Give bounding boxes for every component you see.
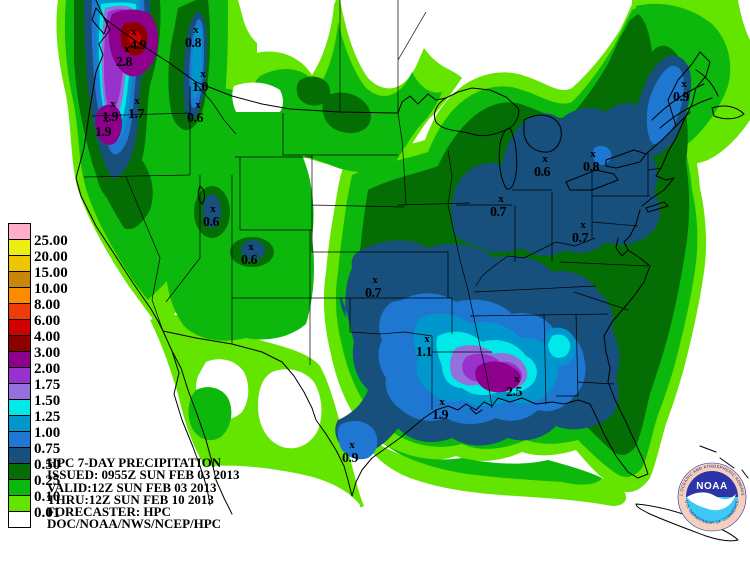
legend-entry: 0.01 xyxy=(8,495,60,521)
legend-entry: 4.00 xyxy=(8,319,60,345)
legend-entry: 2.00 xyxy=(8,351,60,377)
legend-swatch xyxy=(8,367,31,384)
precip-contours xyxy=(56,0,750,562)
legend-entry: 15.00 xyxy=(8,255,68,281)
legend-label: 3.00 xyxy=(34,345,61,361)
legend-label: 6.00 xyxy=(34,313,61,329)
legend-label: 15.00 xyxy=(34,265,68,281)
legend-swatch xyxy=(8,415,31,432)
legend-swatch xyxy=(8,479,31,496)
legend-label: 0.50 xyxy=(34,457,61,473)
info-line: DOC/NOAA/NWS/NCEP/HPC xyxy=(47,516,222,532)
legend-swatch xyxy=(8,223,31,240)
legend-entry: 25.00 xyxy=(8,223,68,249)
legend-label: 1.75 xyxy=(34,377,61,393)
legend-swatch xyxy=(8,431,31,448)
legend-entry: 8.00 xyxy=(8,287,60,313)
legend-swatch xyxy=(8,271,31,288)
legend-entry: 1.25 xyxy=(8,399,60,425)
legend-swatch xyxy=(8,255,31,272)
legend-swatch xyxy=(8,511,31,528)
legend-label: 1.25 xyxy=(34,409,61,425)
legend-entry: 0.25 xyxy=(8,463,60,489)
info-line: HPC 7-DAY PRECIPITATION xyxy=(47,455,222,470)
precip-legend: 25.00 20.00 15.00 10.00 8.00 6.00 4.00 3.00 2.00… xyxy=(8,223,68,528)
legend-swatch xyxy=(8,319,31,336)
legend-swatch xyxy=(8,335,31,352)
legend-label: 25.00 xyxy=(34,233,68,249)
info-line: FORECASTER: HPC xyxy=(47,504,171,520)
legend-swatch xyxy=(8,239,31,256)
legend-swatch xyxy=(8,351,31,368)
legend-entry: 0.75 xyxy=(8,431,60,457)
legend-swatch xyxy=(8,463,31,480)
legend-entry: 10.00 xyxy=(8,271,68,297)
noaa-acronym: NOAA xyxy=(696,481,727,492)
legend-label: 0.01 xyxy=(34,505,61,521)
legend-swatch xyxy=(8,287,31,304)
noaa-logo: NOAA NATIONAL OCEANIC AND ATMOSPHERIC AD… xyxy=(677,462,747,532)
legend-label: 0.75 xyxy=(34,441,61,457)
legend-entry: 20.00 xyxy=(8,239,68,265)
legend-label: 2.00 xyxy=(34,361,61,377)
legend-label: 0.10 xyxy=(34,489,61,505)
info-line: VALID:12Z SUN FEB 03 2013 xyxy=(47,479,217,495)
legend-swatch xyxy=(8,495,31,512)
legend-entry: 1.50 xyxy=(8,383,60,409)
legend-swatch xyxy=(8,399,31,416)
info-line: THRU:12Z SUN FEB 10 2013 xyxy=(47,491,214,507)
legend-entry xyxy=(8,511,31,528)
legend-label: 20.00 xyxy=(34,249,68,265)
info-line: ISSUED: 0955Z SUN FEB 03 2013 xyxy=(47,467,240,483)
legend-entry: 3.00 xyxy=(8,335,60,361)
legend-label: 1.50 xyxy=(34,393,61,409)
legend-entry: 0.50 xyxy=(8,447,60,473)
legend-entry: 0.10 xyxy=(8,479,60,505)
legend-label: 0.25 xyxy=(34,473,61,489)
issuance-info-block: HPC 7-DAY PRECIPITATION ISSUED: 0955Z SUN… xyxy=(47,455,240,532)
legend-label: 1.00 xyxy=(34,425,61,441)
state-boundaries xyxy=(83,0,663,410)
legend-label: 4.00 xyxy=(34,329,61,345)
legend-label: 8.00 xyxy=(34,297,61,313)
coastlines xyxy=(75,0,749,542)
legend-entry: 1.00 xyxy=(8,415,60,441)
noaa-bird-icon xyxy=(687,492,736,511)
legend-swatch xyxy=(8,383,31,400)
legend-swatch xyxy=(8,303,31,320)
legend-label: 10.00 xyxy=(34,281,68,297)
legend-entry: 6.00 xyxy=(8,303,60,329)
legend-entry: 1.75 xyxy=(8,367,60,393)
legend-swatch xyxy=(8,447,31,464)
